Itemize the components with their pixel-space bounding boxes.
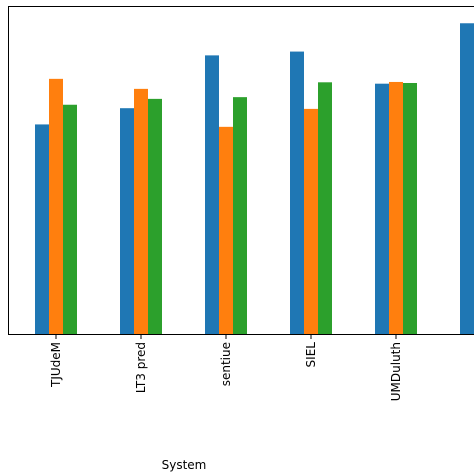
x-tick-label: UMDuluth (389, 342, 403, 401)
x-tick-label: sentiue (219, 342, 233, 386)
bars-group (35, 23, 474, 335)
bar-lt3-pred-series-1 (120, 108, 134, 334)
bar-tjudem-series-2 (49, 78, 63, 334)
bar-umduluth-series-2 (389, 81, 403, 335)
x-axis-label: System (162, 458, 207, 472)
bar-tjudem-series-1 (35, 124, 49, 334)
bar-tjudem-series-3 (63, 104, 77, 334)
bar-umduluth-series-1 (375, 83, 389, 335)
bar-umduluth-series-3 (403, 82, 417, 334)
bar-siel-series-1 (290, 51, 304, 334)
bar-sentiue-series-3 (233, 97, 247, 334)
bar-sentiue-series-2 (219, 126, 233, 334)
bar-tev-series-1 (460, 23, 474, 335)
x-tick-label: SIEL (304, 342, 318, 368)
bar-lt3-pred-series-3 (148, 98, 162, 334)
bar-sentiue-series-1 (205, 55, 219, 335)
bar-lt3-pred-series-2 (134, 88, 148, 334)
x-tick-label: TJUdeM (49, 342, 63, 388)
x-tick-label: LT3 pred (134, 342, 148, 393)
bar-siel-series-3 (318, 82, 332, 334)
bar-siel-series-2 (304, 108, 318, 334)
